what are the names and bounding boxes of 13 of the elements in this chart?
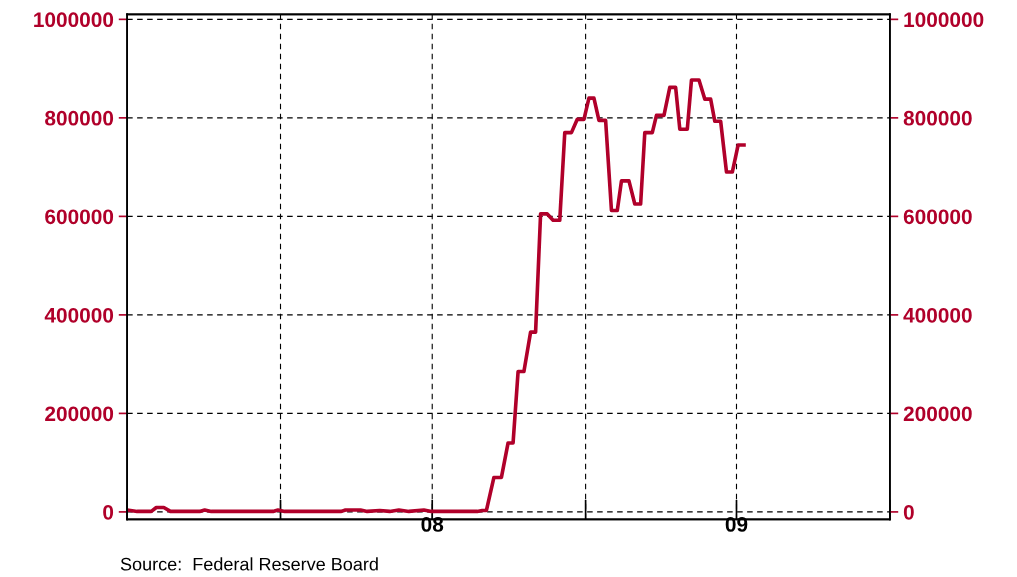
- y2-tick-label: 200000: [903, 406, 972, 422]
- y-tick-label: 400000: [44, 307, 114, 323]
- y2-tick-label: 0: [903, 504, 914, 520]
- y-tick-label: 1000000: [34, 12, 114, 28]
- y-tick-label: 200000: [45, 406, 114, 422]
- y2-tick-label: 1000000: [904, 12, 984, 28]
- source-note: Source: Federal Reserve Board: [120, 557, 378, 571]
- y2-tick-label: 400000: [903, 307, 972, 323]
- y2-tick-label: 800000: [903, 110, 972, 126]
- y-tick-label: 600000: [45, 209, 114, 225]
- y-tick-label: 800000: [45, 110, 114, 126]
- y-tick-label: 0: [103, 504, 114, 520]
- y2-tick-label: 600000: [903, 209, 972, 225]
